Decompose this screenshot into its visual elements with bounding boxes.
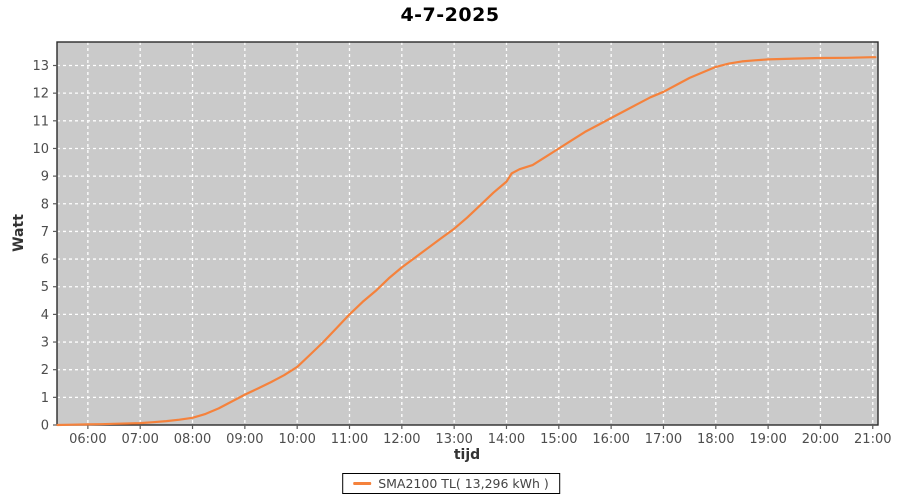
y-tick-label: 5: [41, 280, 49, 295]
x-tick-label: 19:00: [749, 432, 786, 447]
legend-box: SMA2100 TL( 13,296 kWh ): [342, 473, 560, 494]
x-tick-label: 12:00: [383, 432, 420, 447]
y-tick-label: 3: [41, 336, 49, 351]
y-axis-title: Watt: [11, 214, 27, 252]
legend-line-swatch: [353, 482, 372, 485]
y-tick-label: 10: [32, 142, 49, 157]
x-tick-label: 16:00: [592, 432, 629, 447]
x-tick-label: 17:00: [645, 432, 682, 447]
y-tick-label: 1: [41, 391, 49, 406]
y-tick-label: 0: [41, 419, 49, 434]
x-tick-label: 09:00: [226, 432, 263, 447]
x-tick-label: 10:00: [278, 432, 315, 447]
series-line: [56, 56, 877, 427]
y-tick-label: 9: [41, 170, 49, 185]
y-tick-label: 8: [41, 197, 49, 212]
y-tick-label: 7: [41, 225, 49, 240]
x-tick-label: 08:00: [174, 432, 211, 447]
x-tick-label: 06:00: [69, 432, 106, 447]
x-tick-label: 07:00: [121, 432, 158, 447]
x-tick-label: 21:00: [854, 432, 891, 447]
plot-border: [56, 41, 879, 426]
plot-background: [57, 42, 878, 425]
x-tick-label: 13:00: [435, 432, 472, 447]
y-tick-label: 13: [32, 59, 49, 74]
y-tick-label: 11: [32, 114, 49, 129]
x-tick-label: 18:00: [697, 432, 734, 447]
x-tick-label: 11:00: [331, 432, 368, 447]
y-tick-label: 12: [32, 87, 49, 102]
legend-series-label: SMA2100 TL( 13,296 kWh ): [378, 476, 549, 491]
x-axis-title: tijd: [453, 447, 481, 463]
x-tick-label: 20:00: [802, 432, 839, 447]
y-tick-label: 4: [41, 308, 49, 323]
y-tick-label: 6: [41, 253, 49, 268]
chart-title: 4-7-2025: [400, 4, 500, 26]
y-tick-label: 2: [41, 363, 49, 378]
x-tick-label: 14:00: [488, 432, 525, 447]
x-tick-label: 15:00: [540, 432, 577, 447]
